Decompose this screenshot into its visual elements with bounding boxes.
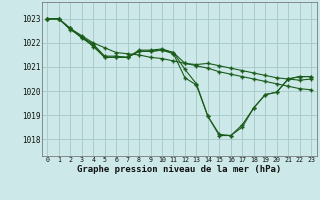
X-axis label: Graphe pression niveau de la mer (hPa): Graphe pression niveau de la mer (hPa) [77,165,281,174]
